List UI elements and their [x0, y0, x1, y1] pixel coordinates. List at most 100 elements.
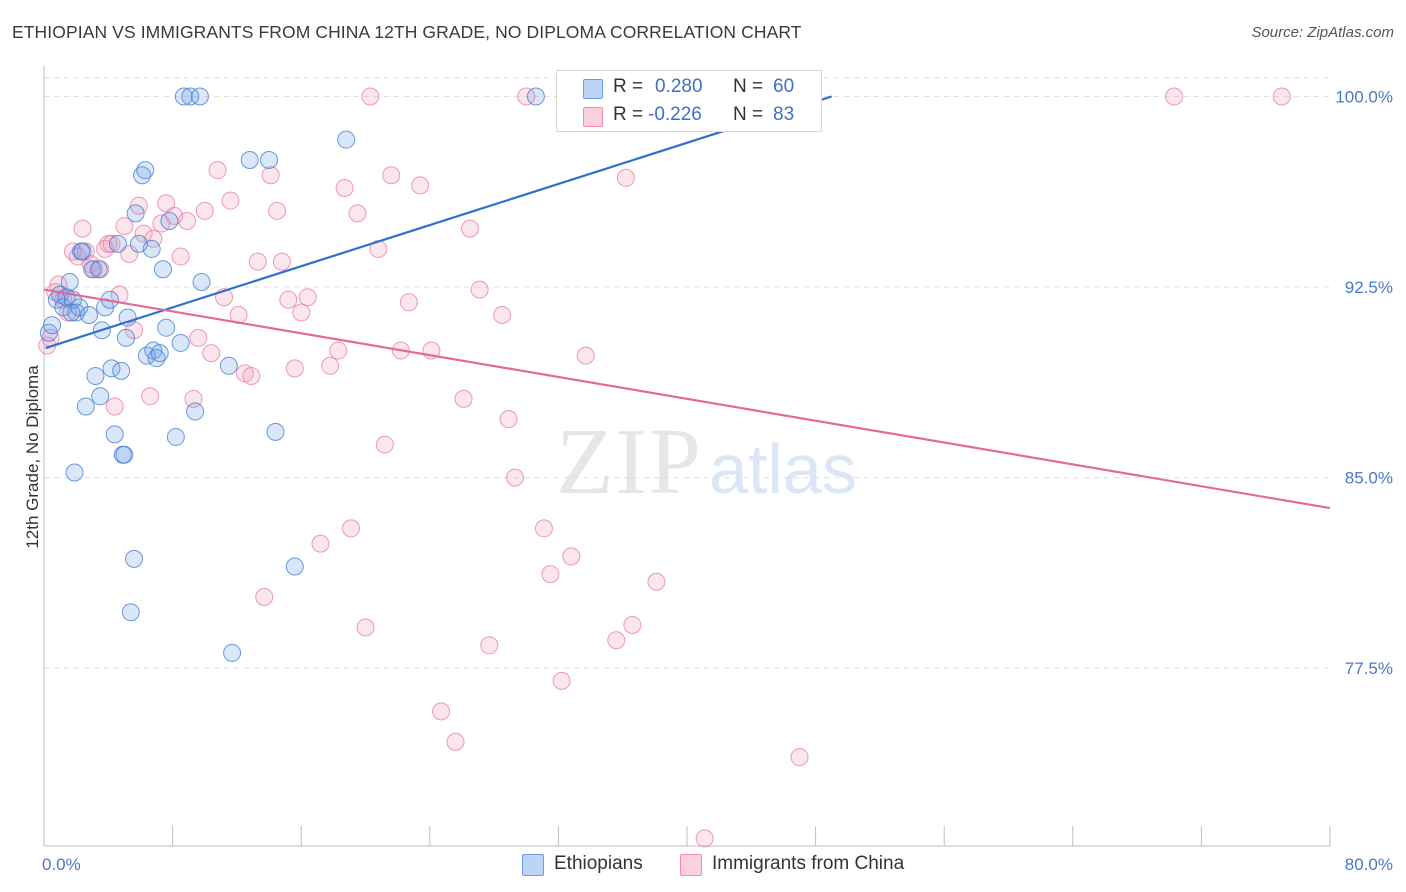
ethiopian-point	[136, 161, 155, 180]
ethiopian-point	[153, 260, 172, 279]
axis-labels: 77.5% 85.0% 92.5% 100.0% 0.0% 80.0% 12th Grade…	[23, 87, 1393, 874]
ethiopian-point	[337, 130, 356, 149]
china-point	[157, 194, 176, 213]
ethiopian-point	[147, 349, 166, 368]
china-point	[470, 280, 489, 299]
watermark: ZIPatlas	[556, 408, 857, 516]
china-point	[541, 565, 560, 584]
china-point	[356, 618, 375, 637]
ethiopian-point	[115, 445, 134, 464]
china-point	[272, 252, 291, 271]
ethiopian-point	[91, 387, 110, 406]
trend-lines	[43, 95, 1331, 510]
ethiopian-point	[260, 151, 279, 170]
ethiopian-point	[219, 356, 238, 375]
ethiopian-point	[157, 318, 176, 337]
ethiopian-point	[76, 397, 95, 416]
ethiopian-point	[266, 422, 285, 441]
correlation-legend: R = 0.280 N = 60 R = -0.226 N = 83	[556, 70, 822, 132]
legend-n-label: N =	[733, 76, 764, 97]
watermark-atlas: atlas	[709, 430, 857, 508]
ethiopian-point	[86, 366, 105, 385]
china-point	[329, 341, 348, 360]
china-point	[242, 366, 261, 385]
china-point	[695, 829, 714, 848]
y-tick-label: 100.0%	[1335, 87, 1393, 106]
china-point	[348, 204, 367, 223]
china-point	[195, 201, 214, 220]
legend-n-value: 60	[773, 76, 795, 97]
ethiopian-point	[181, 87, 200, 106]
ethiopian-point	[150, 344, 169, 363]
china-point	[790, 748, 809, 767]
legend-r-label: R =	[613, 76, 644, 97]
legend-r-value: -0.226	[648, 104, 702, 125]
ethiopian-point	[108, 234, 127, 253]
ethiopian-point	[223, 643, 242, 662]
china-point	[221, 191, 240, 210]
china-point	[382, 166, 401, 185]
china-point	[647, 572, 666, 591]
china-point	[311, 534, 330, 553]
china-point	[534, 519, 553, 538]
y-tick-label: 85.0%	[1345, 469, 1393, 488]
china-point	[189, 328, 208, 347]
ethiopian-trend-line	[45, 95, 833, 350]
series-legend: Ethiopians Immigrants from China	[0, 852, 1406, 878]
china-point	[375, 435, 394, 454]
china-point	[517, 87, 536, 106]
ethiopian-point	[186, 402, 205, 421]
ethiopian-point	[112, 361, 131, 380]
china-point	[115, 217, 134, 236]
ethiopian-point	[43, 316, 62, 335]
china-point	[607, 631, 626, 650]
ethiopian-point	[89, 260, 108, 279]
china-point	[208, 161, 227, 180]
ethiopian-point	[73, 242, 92, 261]
china-point	[335, 178, 354, 197]
china-point	[292, 303, 311, 322]
axes	[43, 66, 1331, 847]
china-point	[279, 290, 298, 309]
ethiopian-point	[121, 603, 140, 622]
chart-source: Source: ZipAtlas.com	[1251, 24, 1394, 41]
china-point	[499, 410, 518, 429]
legend-label-ethiopians: Ethiopians	[554, 853, 643, 874]
legend-swatch-ethiopians	[522, 854, 544, 876]
ethiopian-point	[80, 305, 99, 324]
china-point	[552, 671, 571, 690]
legend-label-china: Immigrants from China	[712, 853, 905, 874]
china-point	[268, 201, 287, 220]
china-point	[141, 387, 160, 406]
legend-swatch-china	[583, 107, 603, 127]
y-tick-label: 92.5%	[1345, 278, 1393, 297]
watermark-zip: ZIP	[556, 410, 703, 514]
china-point	[105, 397, 124, 416]
x-tick-label: 0.0%	[42, 855, 81, 874]
ethiopian-point	[174, 87, 193, 106]
china-point	[1165, 87, 1184, 106]
ethiopian-point	[166, 427, 185, 446]
china-point	[298, 288, 317, 307]
ethiopian-point	[285, 557, 304, 576]
ethiopian-point	[60, 272, 79, 291]
ethiopian-point	[240, 151, 259, 170]
china-point	[248, 252, 267, 271]
legend-r-label: R =	[613, 104, 644, 125]
china-point	[505, 468, 524, 487]
china-point	[261, 166, 280, 185]
legend-n-label: N =	[733, 104, 764, 125]
china-point	[178, 211, 197, 230]
ethiopian-point	[126, 204, 145, 223]
ethiopian-point	[125, 549, 144, 568]
ethiopian-point	[192, 272, 211, 291]
china-point	[255, 588, 274, 607]
china-point	[134, 224, 153, 243]
china-point	[576, 346, 595, 365]
china-point	[411, 176, 430, 195]
china-point	[446, 732, 465, 751]
ethiopian-point	[133, 166, 152, 185]
china-point	[399, 293, 418, 312]
chart-title: ETHIOPIAN VS IMMIGRANTS FROM CHINA 12TH …	[12, 22, 802, 42]
